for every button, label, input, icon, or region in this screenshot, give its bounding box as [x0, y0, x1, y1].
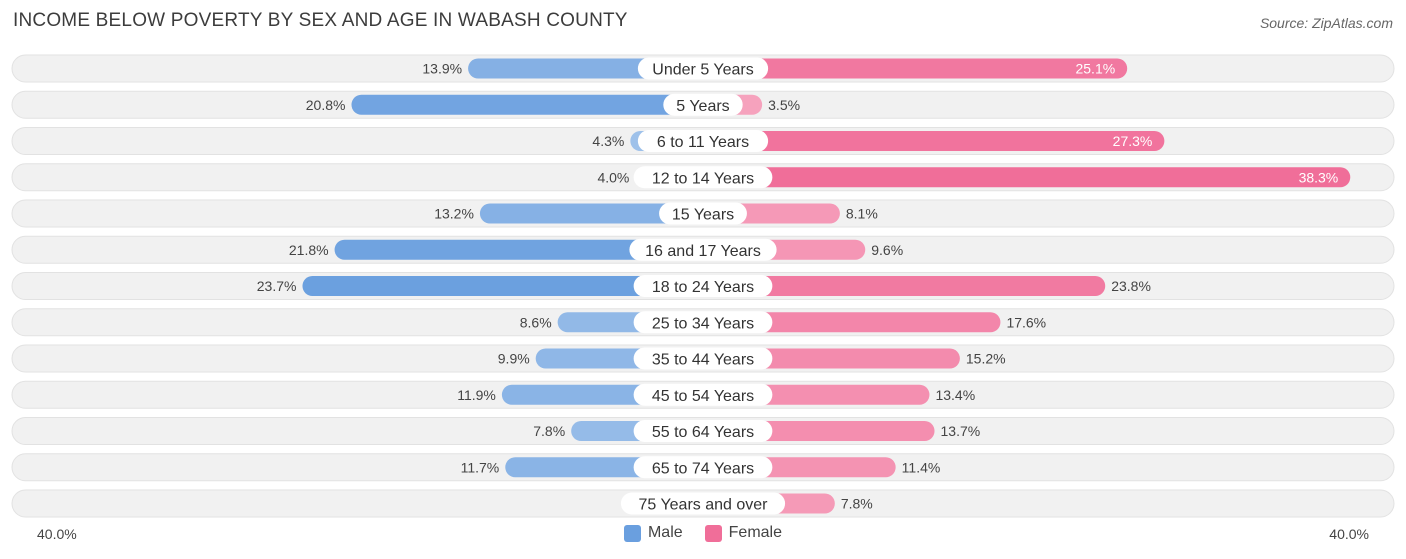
legend-item-female[interactable]: Female [704, 524, 783, 542]
value-label-female: 25.1% [1075, 61, 1115, 77]
bar-male [479, 203, 703, 224]
category-label: 45 to 54 Years [652, 388, 754, 405]
category-pill [633, 456, 773, 479]
category-label: 12 to 14 Years [652, 170, 754, 187]
value-label-female: 23.8% [1111, 278, 1151, 294]
value-label-male: 23.7% [257, 278, 297, 294]
value-label-male: 4.0% [597, 169, 629, 185]
bar-female [703, 131, 1165, 151]
bar-female [703, 312, 1001, 333]
legend-swatch-female [704, 524, 722, 542]
value-label-male: 11.7% [461, 459, 500, 475]
category-pill [633, 166, 773, 189]
value-label-female: 17.6% [1006, 314, 1046, 330]
bar-female [703, 167, 1351, 188]
category-pill [633, 383, 773, 406]
category-pill [637, 57, 769, 80]
category-pill [633, 420, 773, 442]
value-label-female: 8.1% [846, 206, 878, 222]
category-pill [637, 130, 769, 152]
value-label-male: 20.8% [306, 97, 346, 113]
chart-title: INCOME BELOW POVERTY BY SEX AND AGE IN W… [13, 10, 628, 31]
category-label: Under 5 Years [652, 62, 753, 79]
category-pill [659, 202, 747, 225]
category-label: 6 to 11 Years [657, 134, 749, 151]
value-label-male: 9.9% [498, 351, 530, 367]
category-pill [633, 275, 773, 297]
value-label-female: 11.4% [902, 459, 941, 475]
bar-male [334, 239, 703, 260]
category-pill [633, 311, 773, 334]
legend-swatch-male [623, 524, 641, 542]
category-pill [633, 347, 773, 370]
value-label-female: 15.2% [966, 351, 1006, 367]
category-pill [663, 93, 743, 116]
axis-right-label: 40.0% [1329, 526, 1369, 542]
category-label: 15 Years [672, 207, 734, 224]
value-label-male: 13.2% [434, 206, 474, 222]
legend-item-male[interactable]: Male [623, 524, 683, 542]
value-label-male: 21.8% [289, 242, 329, 258]
bar-female [703, 58, 1128, 79]
bar-male [302, 276, 703, 296]
category-label: 75 Years and over [639, 497, 769, 514]
legend-label-male: Male [647, 524, 683, 541]
category-label: 5 Years [676, 98, 729, 115]
legend: Male Female [0, 524, 1406, 542]
category-label: 35 to 44 Years [652, 352, 754, 369]
category-label: 65 to 74 Years [652, 460, 754, 477]
value-label-male: 13.9% [422, 61, 462, 77]
value-label-female: 7.8% [841, 496, 873, 512]
category-pill [620, 492, 786, 515]
category-label: 16 and 17 Years [645, 243, 761, 260]
category-label: 55 to 64 Years [652, 424, 754, 441]
bar-male [351, 94, 703, 115]
value-label-male: 4.3% [592, 133, 624, 149]
chart: 13.9% 25.1% Under 5 Years 20.8% 3.5% 5 Years 4… [11, 54, 1395, 518]
axis-left-label: 40.0% [37, 526, 77, 542]
value-label-male: 11.9% [457, 387, 496, 403]
value-label-female: 13.4% [935, 387, 975, 403]
source-label: Source: ZipAtlas.com [1259, 15, 1393, 31]
value-label-male: 8.6% [520, 314, 552, 330]
category-label: 18 to 24 Years [652, 279, 754, 296]
value-label-female: 13.7% [941, 423, 981, 439]
value-label-female: 38.3% [1299, 169, 1339, 185]
category-label: 25 to 34 Years [652, 315, 754, 332]
value-label-female: 9.6% [871, 242, 903, 258]
value-label-male: 7.8% [533, 423, 565, 439]
legend-label-female: Female [728, 524, 783, 541]
bar-female [703, 276, 1106, 296]
value-label-female: 3.5% [768, 97, 800, 113]
value-label-female: 27.3% [1113, 133, 1153, 149]
category-pill [629, 238, 777, 261]
